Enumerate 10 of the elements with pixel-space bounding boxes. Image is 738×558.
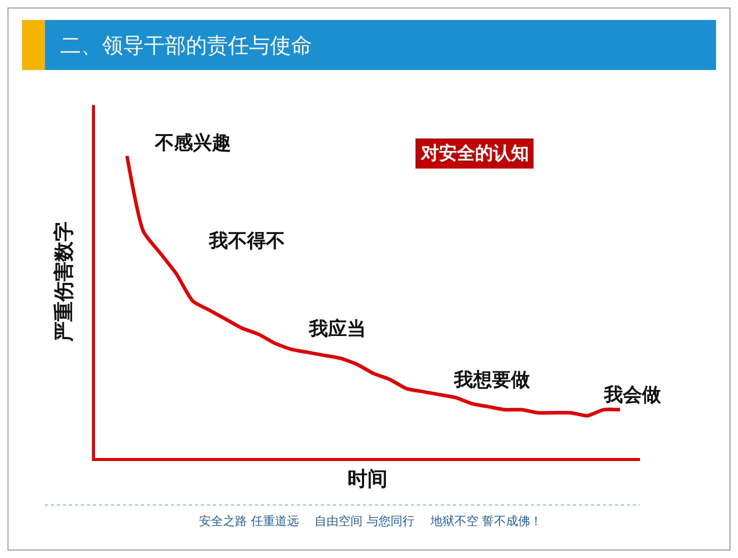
annotation: 对安全的认知 — [420, 143, 529, 164]
annotation: 我不得不 — [208, 230, 285, 252]
annotation: 我应当 — [308, 318, 366, 340]
annotation: 我会做 — [603, 384, 662, 406]
text: 安全之路 任重道远 自由空间 与您同行 地狱不空 誓不成佛！ — [199, 514, 542, 528]
annotation: 我想要做 — [453, 369, 531, 391]
chart-title: 二、领导干部的责任与使命 — [60, 33, 312, 58]
text: 不感兴趣 — [154, 132, 231, 154]
y-axis-title: 严重伤害数字 — [52, 222, 76, 342]
x-axis-title: 时间 — [348, 466, 388, 490]
